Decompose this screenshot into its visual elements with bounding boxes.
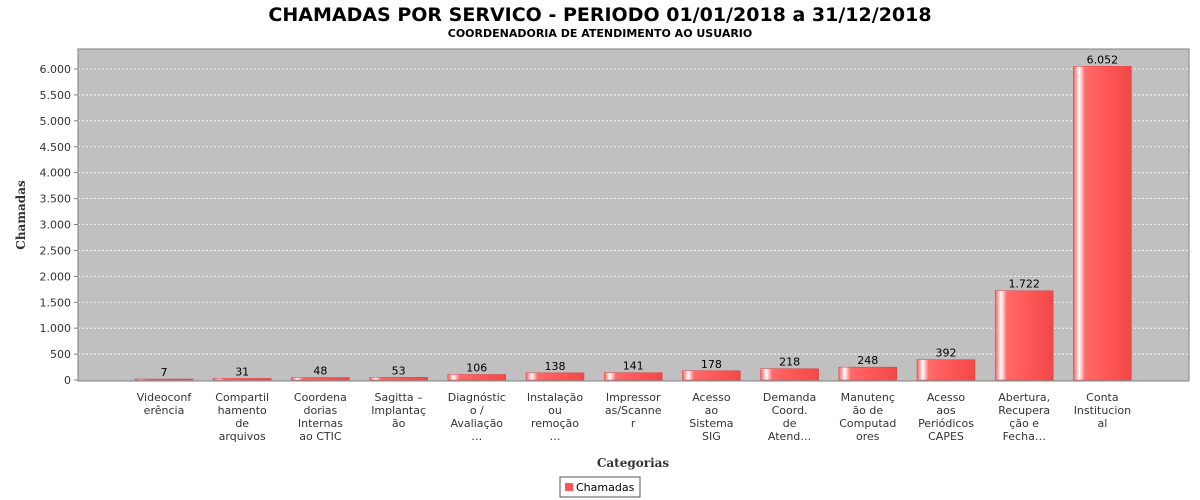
x-tick-label: Demanda Coord. de Atend…: [763, 391, 816, 443]
y-tick-label: 3.500: [40, 193, 72, 206]
data-label: 248: [857, 354, 878, 367]
y-tick-label: 0: [64, 374, 71, 387]
x-axis: Videoconf erência Compartil hamento de arquiv…: [137, 391, 1131, 443]
x-tick-label: Diagnóstic o / Avaliação…: [448, 391, 506, 443]
data-label: 1.722: [1008, 278, 1040, 291]
y-tick-label: 2.000: [40, 270, 72, 283]
plot-border: [77, 48, 1190, 382]
bar: [525, 372, 585, 381]
bar: [682, 370, 741, 381]
y-tick-label: 2.500: [40, 244, 72, 257]
bars: [134, 66, 1132, 381]
y-tick-label: 4.500: [40, 141, 72, 154]
x-tick-label: Acesso aos Periódicos CAPES: [918, 391, 974, 443]
bar: [447, 374, 507, 381]
data-label: 6.052: [1087, 53, 1119, 66]
y-tick-label: 4.000: [40, 167, 72, 180]
data-label: 392: [936, 347, 957, 360]
y-tick-label: 3.000: [40, 219, 72, 232]
x-tick-label: Impressor as/Scanne r: [605, 391, 662, 430]
y-tick-label: 5.500: [40, 89, 72, 102]
y-tick-label: 1.000: [40, 322, 72, 335]
x-tick-label: Compartil hamento de arquivos: [215, 391, 269, 443]
data-label: 106: [466, 362, 487, 375]
bar: [1073, 66, 1132, 381]
data-label: 178: [701, 358, 722, 371]
data-label: 218: [779, 356, 800, 369]
legend-entry: Chamadas: [576, 481, 635, 494]
x-tick-label: Conta Institucion al: [1074, 391, 1131, 430]
data-label: 31: [235, 365, 249, 378]
bar: [838, 366, 898, 381]
y-tick-label: 6.000: [40, 63, 72, 76]
x-tick-label: Abertura, Recupera ção e Fecha…: [998, 391, 1050, 443]
y-tick-label: 1.500: [40, 296, 72, 309]
data-label: 48: [313, 365, 327, 378]
x-axis-title: Categorias: [597, 456, 670, 470]
data-label: 141: [623, 360, 644, 373]
data-labels: 7 31 48 53 106 138 141 178 218 248 392 1.722 6.052: [161, 53, 1119, 379]
y-tick-label: 5.000: [40, 115, 72, 128]
bar: [916, 359, 976, 381]
x-tick-label: Acesso ao Sistema SIG: [689, 391, 733, 443]
bar: [603, 372, 663, 381]
y-axis-title: Chamadas: [14, 180, 28, 250]
y-axis: 0 500 1.000 1.500 2.000 2.500 3.000 3.500 4.000 4…: [40, 63, 78, 387]
x-tick-label: Coordena dorias Internas ao CTIC: [294, 391, 347, 443]
bar: [369, 377, 428, 381]
chart-subtitle: COORDENADORIA DE ATENDIMENTO AO USUARIO: [448, 27, 753, 40]
y-tick-label: 500: [50, 348, 71, 361]
x-tick-label: Videoconf erência: [137, 391, 193, 417]
x-tick-label: Manutenç ão de Computad ores: [839, 391, 896, 443]
bar: [291, 377, 350, 381]
bar: [134, 378, 194, 381]
legend-swatch: [565, 483, 573, 491]
data-label: 53: [392, 364, 406, 377]
data-label: 7: [161, 366, 168, 379]
legend: Chamadas: [559, 476, 641, 498]
legend-box: [559, 476, 641, 498]
bar: [760, 368, 819, 381]
data-label: 138: [545, 360, 566, 373]
x-tick-label: Instalação ou remoção…: [527, 391, 584, 443]
x-tick-label: Sagitta – Implantaç ão: [371, 391, 426, 430]
bar: [994, 290, 1054, 381]
bar: [212, 378, 272, 381]
chart-title: CHAMADAS POR SERVICO - PERIODO 01/01/201…: [268, 4, 931, 26]
